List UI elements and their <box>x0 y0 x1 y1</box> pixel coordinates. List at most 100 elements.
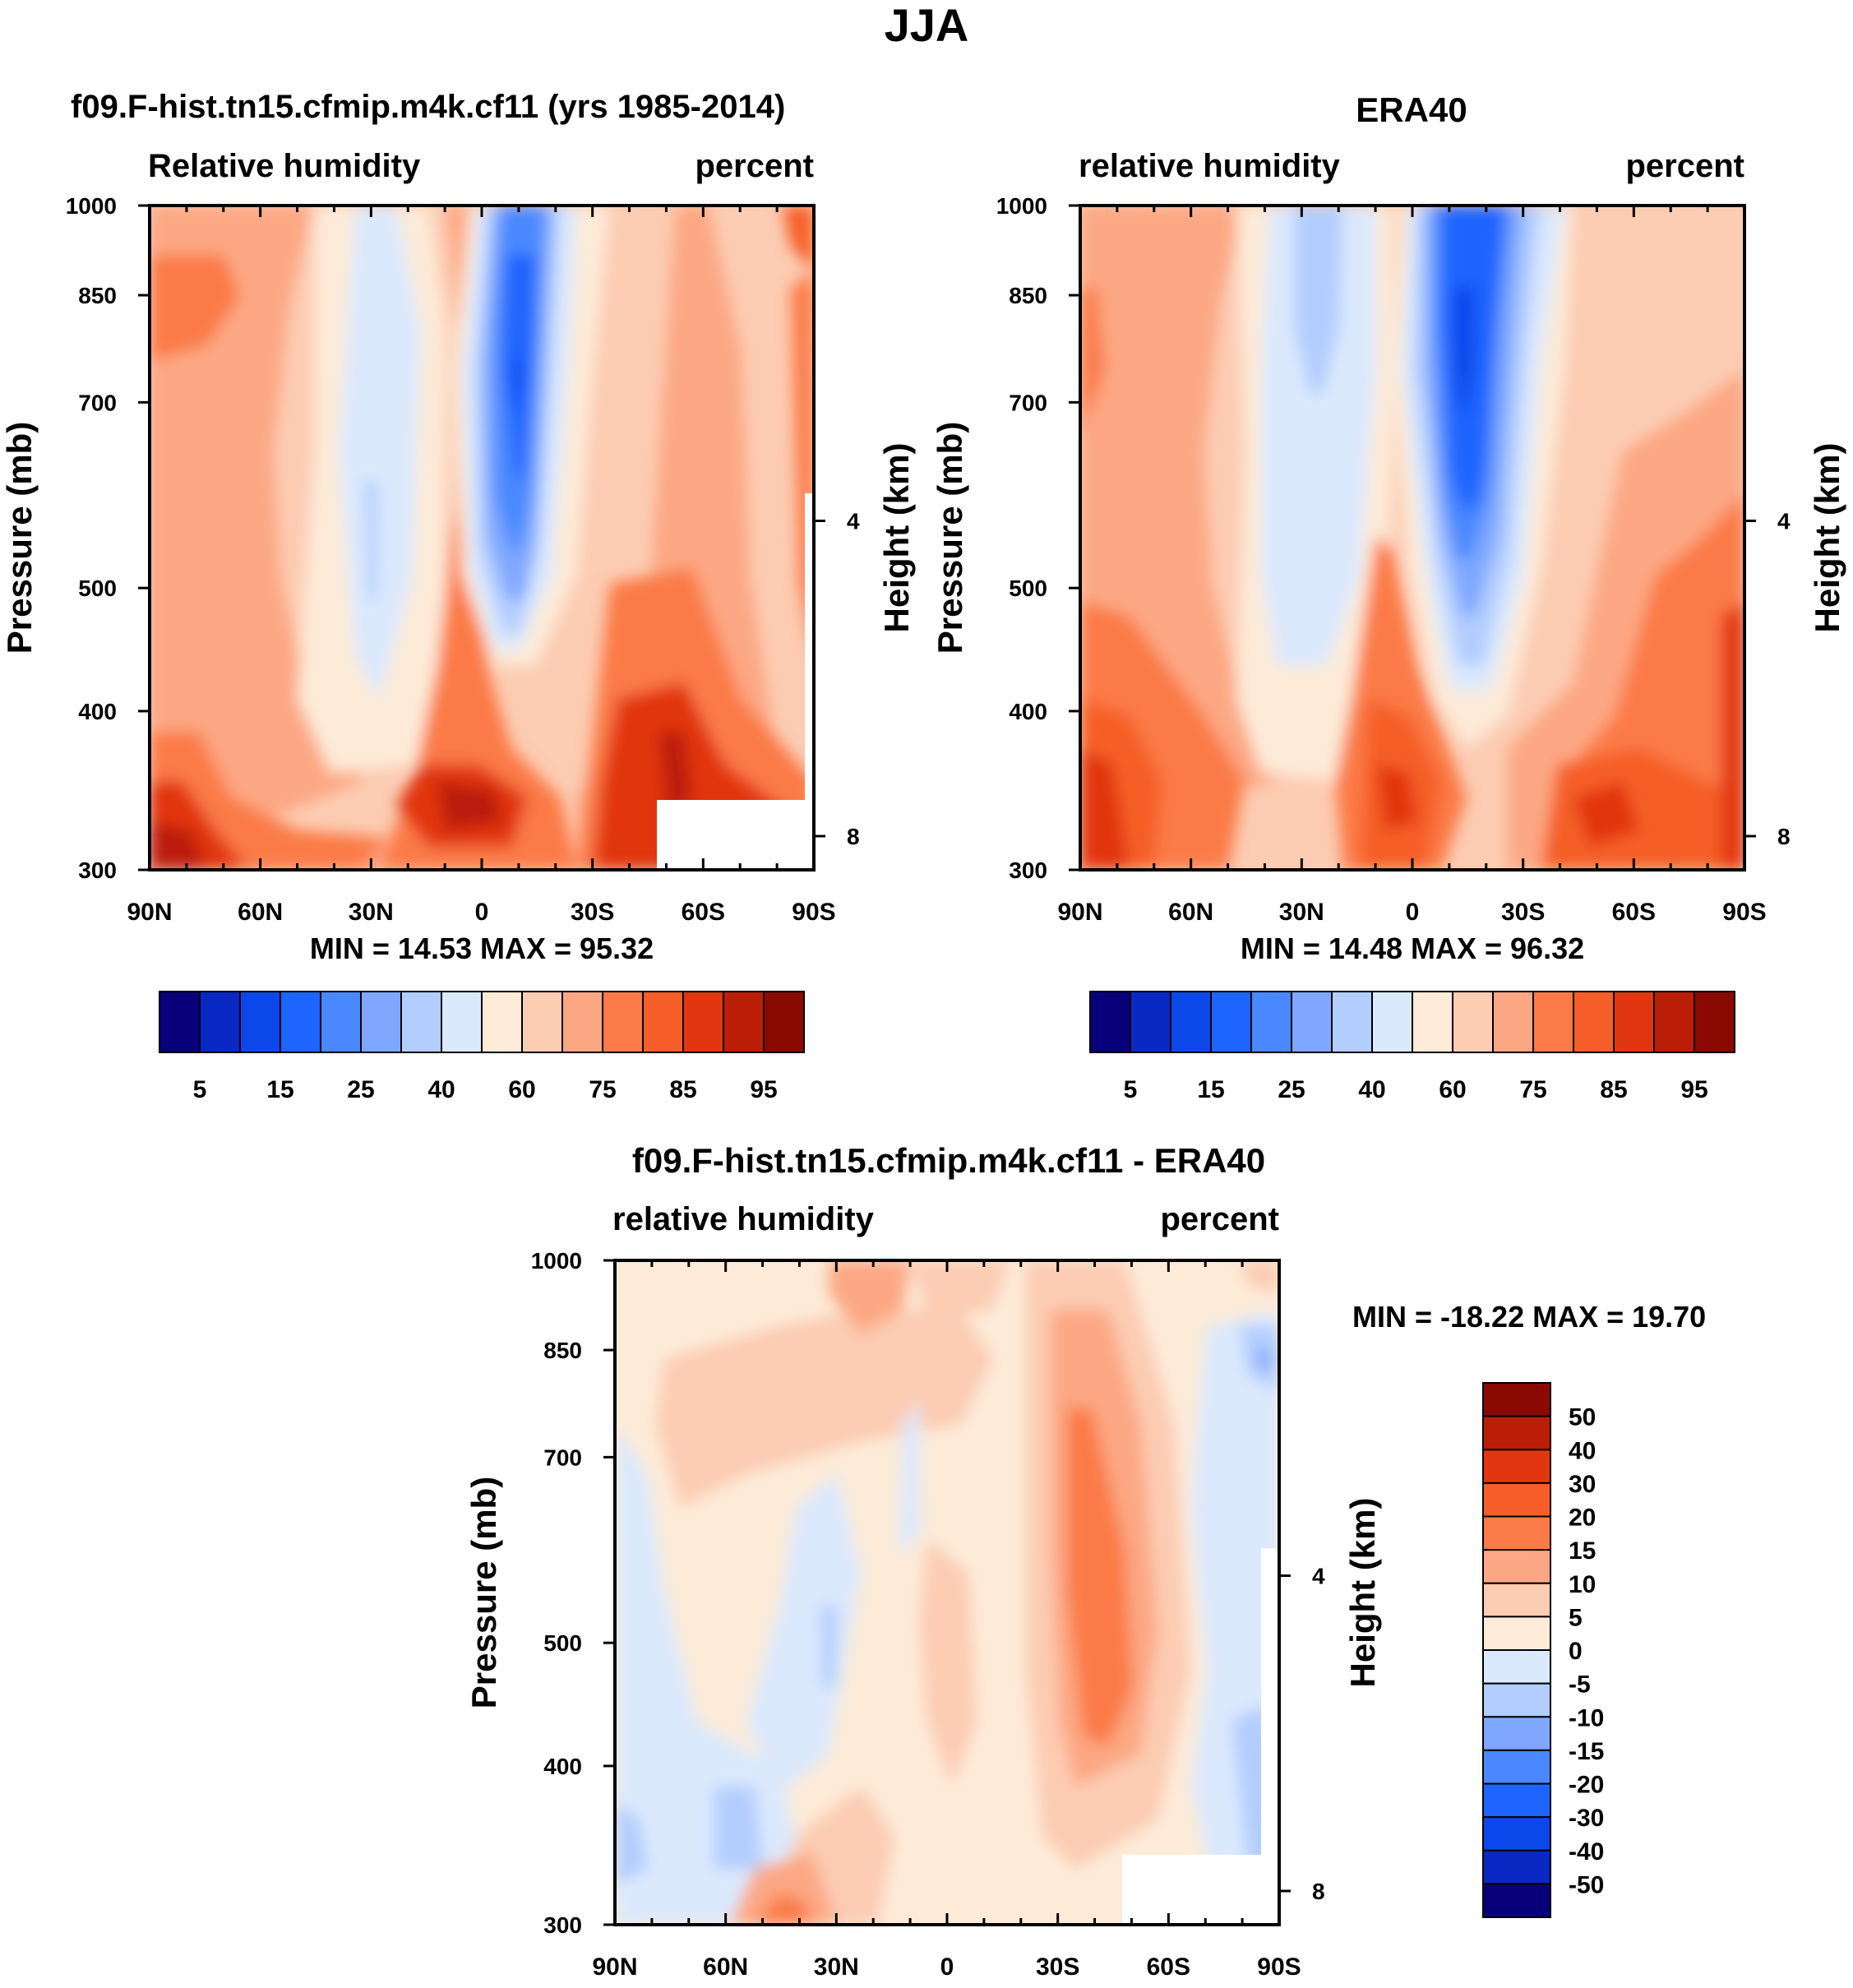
model-colorbar-swatch <box>521 991 563 1053</box>
obs-ytick-label: 400 <box>1009 699 1047 724</box>
obs-contour-sh-storm-max <box>1573 781 1639 847</box>
obs-xtick-label: 60N <box>1168 899 1213 926</box>
obs-colorbar: 5 15 25 40 60 75 85 95 <box>1089 991 1735 1103</box>
diff-contour-neg-sliver <box>899 1400 921 1556</box>
obs-contour-sh-dry-6 <box>1454 288 1475 411</box>
model-xtick-label: 0 <box>475 899 489 926</box>
obs-colorbar-swatch <box>1089 991 1131 1053</box>
model-title: f09.F-hist.tn15.cfmip.m4k.cf11 (yrs 1985… <box>71 89 785 125</box>
model-colorbar-label: 85 <box>669 1076 696 1103</box>
diff-colorbar-swatch <box>1482 1549 1551 1584</box>
model-colorbar-swatch <box>159 991 201 1053</box>
diff-colorbar-swatch <box>1482 1782 1551 1819</box>
obs-colorbar-label: 95 <box>1680 1076 1707 1103</box>
diff-contour-pos-bottom-max <box>755 1893 812 1925</box>
diff-colorbar-label: 0 <box>1569 1638 1583 1665</box>
diff-contour-neg-central <box>746 1474 862 1795</box>
model-colorbar-swatch <box>280 991 321 1053</box>
diff-colorbar-label: 50 <box>1569 1404 1596 1431</box>
model-missing-region <box>657 800 814 870</box>
diff-xtick-label: 60N <box>703 1953 748 1981</box>
diff-colorbar-swatch <box>1482 1582 1551 1618</box>
diff-contour-sh-core <box>1067 1408 1133 1745</box>
model-xtick-label: 90S <box>792 899 835 926</box>
obs-axes: 90N 60N 30N 0 30S 60S 90S 300 400 500 700 850 1000 8 4 <box>996 193 1791 926</box>
obs-colorbar-label: 5 <box>1124 1076 1138 1103</box>
diff-colorbar-swatch <box>1482 1449 1551 1484</box>
diff-colorbar-swatch <box>1482 1749 1551 1785</box>
model-colorbar-label: 40 <box>427 1076 455 1103</box>
diff-contour-neg-patch-3 <box>820 1606 837 1688</box>
obs-ytick-label: 500 <box>1009 576 1047 601</box>
obs-contour-nh-surface-max <box>1080 748 1130 870</box>
diff-colorbar-label: -30 <box>1569 1805 1604 1832</box>
obs-xtick-label: 90S <box>1722 899 1766 926</box>
model-colorbar-label: 15 <box>266 1076 293 1103</box>
diff-colorbar-label: 30 <box>1569 1471 1596 1498</box>
model-plot-area <box>150 206 814 870</box>
obs-min-max: MIN = 14.48 MAX = 96.32 <box>1241 932 1584 965</box>
obs-contour-polar-edge <box>1721 600 1744 870</box>
diff-ytick-label: 1000 <box>531 1248 582 1274</box>
obs-colorbar-label: 25 <box>1278 1076 1305 1103</box>
model-colorbar-swatch <box>441 991 483 1053</box>
diff-ylabel: Pressure (mb) <box>464 1477 503 1708</box>
diff-xtick-label: 30N <box>814 1953 859 1981</box>
model-contour-subtropics-dry-n-min <box>365 477 378 600</box>
model-ylabel-right: Height (km) <box>877 443 916 633</box>
diff-colorbar-label: -40 <box>1569 1838 1604 1865</box>
model-xtick-label: 60S <box>682 899 725 926</box>
obs-colorbar-swatch <box>1694 991 1735 1053</box>
obs-contour-nh-midlevel <box>1080 288 1105 436</box>
model-colorbar-swatch <box>642 991 684 1053</box>
diff-ytick-label: 500 <box>543 1630 582 1656</box>
model-colorbar-label: 25 <box>347 1076 374 1103</box>
model-contour-subtropics-dry-n-core <box>339 206 421 699</box>
model-ytick-label: 850 <box>78 283 117 308</box>
obs-colorbar-swatch <box>1130 991 1171 1053</box>
model-contour-sh-dry-6 <box>511 362 521 403</box>
obs-ytick-label: 700 <box>1009 390 1047 415</box>
obs-colorbar-swatch <box>1412 991 1453 1053</box>
obs-xtick-label: 60S <box>1612 899 1656 926</box>
obs-colorbar-swatch <box>1653 991 1695 1053</box>
diff-xtick-label: 0 <box>940 1953 954 1981</box>
model-colorbar: 5 15 25 40 60 75 85 95 <box>159 991 805 1103</box>
model-colorbar-swatch <box>723 991 765 1053</box>
model-colorbar-swatch <box>400 991 442 1053</box>
obs-ylabel: Pressure (mb) <box>931 422 969 654</box>
diff-colorbar-swatch <box>1482 1849 1551 1885</box>
diff-ytick-label: 850 <box>543 1338 582 1363</box>
model-left-label: Relative humidity <box>148 148 421 184</box>
diff-xtick-label: 60S <box>1147 1953 1190 1981</box>
diff-contour-pos-bottom-strong <box>730 1852 837 1925</box>
diff-colorbar-label: -10 <box>1569 1704 1604 1731</box>
model-right-label: percent <box>695 148 815 184</box>
obs-ytick-label: 1000 <box>996 193 1047 219</box>
obs-plot-area <box>1080 206 1744 870</box>
model-xtick-label: 90N <box>127 899 172 926</box>
page-title: JJA <box>885 0 969 51</box>
obs-colorbar-swatch <box>1210 991 1252 1053</box>
model-colorbar-label: 75 <box>589 1076 616 1103</box>
diff-height-tick-label: 4 <box>1312 1563 1325 1588</box>
obs-ylabel-right: Height (km) <box>1808 443 1846 633</box>
diff-axes: 90N 60N 30N 0 30S 60S 90S 300 400 500 700 850 1000 8 4 <box>531 1248 1325 1981</box>
model-contour-nh-surface-max <box>150 822 207 870</box>
diff-min-max: MIN = -18.22 MAX = 19.70 <box>1352 1300 1706 1334</box>
obs-title: ERA40 <box>1356 90 1467 129</box>
obs-xtick-label: 0 <box>1406 899 1420 926</box>
diff-colorbar-swatch <box>1482 1515 1551 1551</box>
obs-colorbar-swatch <box>1291 991 1333 1053</box>
diff-contour-neg-east-min <box>1256 1351 1273 1367</box>
model-colorbar-swatch <box>682 991 724 1053</box>
diff-colorbar-swatch <box>1482 1682 1551 1718</box>
diff-colorbar-label: -20 <box>1569 1772 1604 1799</box>
diff-colorbar-swatch <box>1482 1382 1551 1417</box>
obs-colorbar-swatch <box>1371 991 1413 1053</box>
obs-colorbar-label: 40 <box>1358 1076 1385 1103</box>
obs-colorbar-swatch <box>1250 991 1292 1053</box>
diff-colorbar-swatch <box>1482 1415 1551 1451</box>
diff-colorbar-swatch <box>1482 1816 1551 1852</box>
